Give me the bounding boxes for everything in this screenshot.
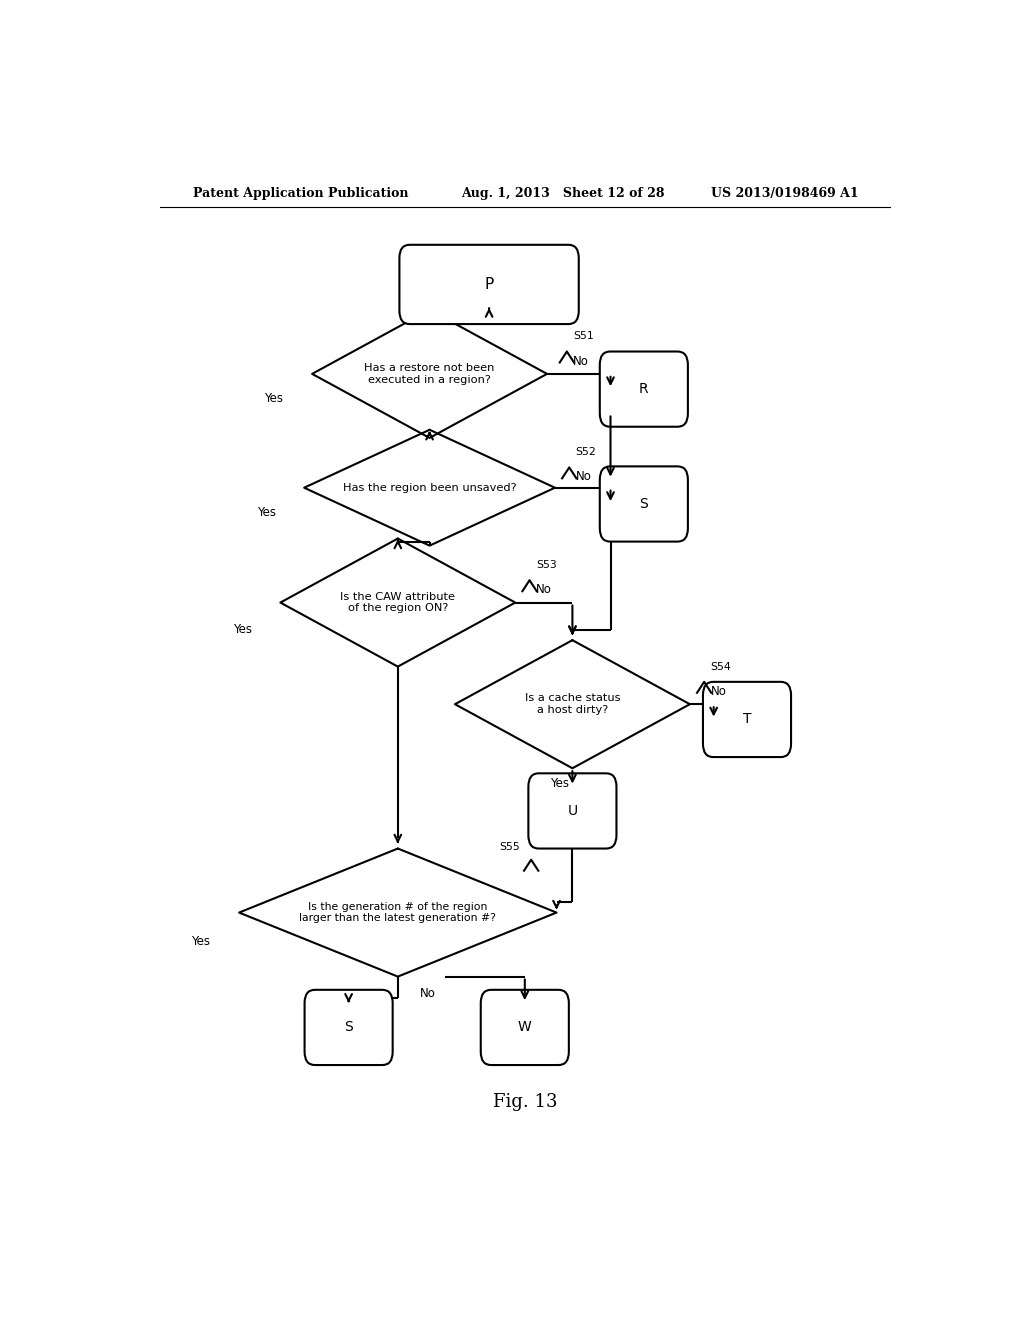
- Text: R: R: [639, 381, 648, 396]
- FancyBboxPatch shape: [702, 682, 792, 758]
- Text: Yes: Yes: [191, 935, 211, 948]
- Text: P: P: [484, 277, 494, 292]
- FancyBboxPatch shape: [528, 774, 616, 849]
- Text: Aug. 1, 2013   Sheet 12 of 28: Aug. 1, 2013 Sheet 12 of 28: [461, 187, 665, 201]
- Text: Patent Application Publication: Patent Application Publication: [194, 187, 409, 201]
- Text: Yes: Yes: [264, 392, 284, 405]
- FancyBboxPatch shape: [399, 244, 579, 325]
- Text: No: No: [575, 470, 592, 483]
- Text: Yes: Yes: [232, 623, 252, 636]
- Text: No: No: [420, 987, 436, 1001]
- Text: Fig. 13: Fig. 13: [493, 1093, 557, 1110]
- Text: S52: S52: [575, 447, 596, 457]
- Text: S53: S53: [536, 560, 557, 570]
- Text: Has the region been unsaved?: Has the region been unsaved?: [343, 483, 516, 492]
- FancyBboxPatch shape: [600, 351, 688, 426]
- Text: S55: S55: [500, 842, 520, 851]
- Text: S: S: [639, 496, 648, 511]
- Text: Is the generation # of the region
larger than the latest generation #?: Is the generation # of the region larger…: [299, 902, 497, 924]
- Text: US 2013/0198469 A1: US 2013/0198469 A1: [712, 187, 859, 201]
- FancyBboxPatch shape: [304, 990, 392, 1065]
- Text: No: No: [573, 355, 589, 367]
- Text: W: W: [518, 1020, 531, 1035]
- Text: Is the CAW attribute
of the region ON?: Is the CAW attribute of the region ON?: [340, 591, 456, 614]
- Text: Yes: Yes: [550, 776, 569, 789]
- Text: S: S: [344, 1020, 353, 1035]
- Text: T: T: [742, 713, 752, 726]
- Text: S51: S51: [573, 331, 594, 342]
- FancyBboxPatch shape: [480, 990, 569, 1065]
- Text: Is a cache status
a host dirty?: Is a cache status a host dirty?: [524, 693, 621, 715]
- Text: No: No: [711, 685, 726, 698]
- Text: U: U: [567, 804, 578, 818]
- Text: S54: S54: [711, 661, 731, 672]
- Text: No: No: [536, 583, 552, 597]
- Text: Has a restore not been
executed in a region?: Has a restore not been executed in a reg…: [365, 363, 495, 384]
- Text: Yes: Yes: [257, 506, 275, 519]
- FancyBboxPatch shape: [600, 466, 688, 541]
